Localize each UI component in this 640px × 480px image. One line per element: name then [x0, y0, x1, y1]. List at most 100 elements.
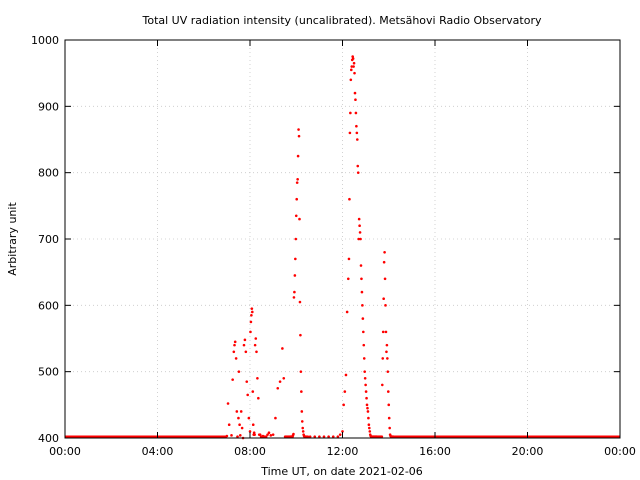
data-point [342, 403, 345, 407]
data-point [255, 350, 258, 354]
data-point [267, 431, 271, 434]
data-point [367, 416, 370, 420]
x-tick-label: 04:00 [142, 445, 174, 458]
data-point [274, 416, 277, 420]
data-point [299, 370, 303, 373]
data-point [251, 390, 255, 393]
data-point [384, 330, 388, 334]
data-point [233, 343, 236, 347]
data-point [308, 435, 312, 438]
data-point [360, 290, 364, 294]
data-point [356, 138, 359, 141]
data-point [358, 231, 362, 234]
data-point [306, 435, 310, 438]
data-point [252, 431, 256, 434]
x-tick-label: 00:00 [604, 445, 636, 458]
data-point [243, 338, 247, 342]
data-point [382, 297, 385, 301]
data-point [382, 260, 386, 264]
data-point [264, 435, 268, 438]
data-point [355, 124, 358, 128]
data-point [350, 65, 354, 68]
data-point [293, 290, 296, 294]
data-point [298, 217, 301, 221]
data-point [381, 330, 385, 334]
data-point [365, 403, 369, 407]
data-point [336, 435, 340, 438]
data-point [232, 350, 236, 354]
data-point [254, 337, 258, 340]
data-point [292, 432, 295, 436]
data-point [352, 65, 355, 68]
data-point [269, 434, 273, 437]
data-point [387, 403, 391, 407]
data-point [248, 430, 252, 433]
data-point [366, 410, 370, 413]
data-point [257, 396, 260, 400]
data-point [245, 380, 249, 383]
data-point [346, 277, 350, 281]
data-point [367, 423, 371, 427]
data-point [318, 435, 321, 438]
grid [65, 40, 620, 438]
data-point [388, 426, 391, 430]
data-point [327, 435, 330, 438]
data-point [295, 197, 299, 201]
data-point [383, 250, 386, 254]
data-point [266, 433, 269, 436]
x-tick-label: 08:00 [234, 445, 266, 458]
data-point [301, 430, 305, 433]
data-point [282, 377, 286, 380]
data-point [362, 343, 366, 347]
data-point [249, 330, 252, 334]
data-point [278, 380, 282, 383]
data-point [242, 343, 246, 347]
data-point [281, 347, 284, 350]
data-point [386, 370, 390, 373]
data-point [276, 386, 280, 390]
data-point [227, 423, 231, 427]
data-point [362, 330, 365, 334]
data-point [300, 410, 304, 413]
data-point [249, 320, 253, 324]
data-point [299, 333, 302, 337]
y-tick-label: 500 [38, 366, 59, 379]
data-point [297, 134, 301, 138]
data-point [365, 396, 368, 400]
data-point [383, 277, 387, 281]
chart-title: Total UV radiation intensity (uncalibrat… [142, 14, 542, 27]
data-point [352, 61, 356, 65]
data-point [294, 257, 297, 261]
data-point [357, 217, 361, 221]
data-point [386, 357, 389, 360]
data-points [65, 55, 620, 440]
data-point [300, 420, 304, 423]
data-point [297, 128, 300, 131]
data-point [225, 434, 229, 438]
data-point [364, 383, 367, 387]
x-tick-label: 20:00 [512, 445, 544, 458]
data-point [351, 55, 354, 58]
data-point [363, 377, 367, 380]
data-point [234, 357, 238, 360]
data-point [344, 373, 348, 377]
data-point [256, 377, 259, 380]
data-point [230, 434, 233, 437]
data-point [359, 237, 362, 241]
x-axis-ticks: 00:00 04:00 08:00 12:00 16:00 20:00 00:00 [49, 40, 636, 458]
data-point [237, 370, 241, 373]
data-point [356, 164, 360, 168]
data-point [233, 340, 237, 344]
data-point [361, 317, 365, 320]
data-point [360, 277, 363, 281]
data-point [357, 237, 360, 241]
data-point [296, 154, 300, 158]
data-point [351, 57, 355, 60]
data-point [368, 430, 372, 433]
data-point [301, 426, 305, 430]
data-point [331, 435, 335, 438]
data-point [293, 274, 297, 277]
data-point [359, 264, 363, 267]
data-point [348, 197, 351, 201]
data-point [386, 390, 390, 393]
